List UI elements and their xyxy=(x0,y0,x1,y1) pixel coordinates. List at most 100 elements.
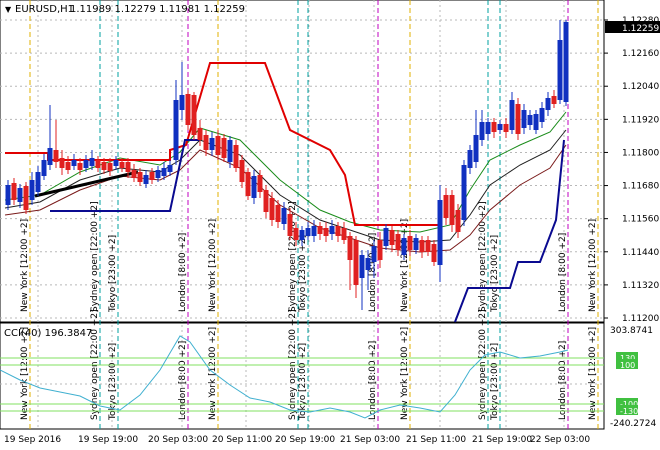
session-label: New York [12:00 +2] xyxy=(20,327,30,420)
bull-candle-body xyxy=(479,122,485,140)
bear-candle-body xyxy=(137,172,143,182)
bull-candle-body xyxy=(179,95,185,110)
bull-candle-body xyxy=(71,160,77,166)
bull-candle-body xyxy=(413,238,419,250)
price-tick-label: 1.11200 xyxy=(622,314,659,324)
bull-candle-body xyxy=(485,122,491,134)
bull-candle-body xyxy=(143,175,149,184)
bear-candle-body xyxy=(419,240,425,252)
cci-min-label: -240.2724 xyxy=(610,419,656,429)
bull-candle-body xyxy=(461,165,467,220)
price-tick-label: 1.11920 xyxy=(622,115,659,125)
bear-candle-body xyxy=(11,183,17,200)
price-tick-label: 1.11680 xyxy=(622,182,659,192)
bull-candle-body xyxy=(533,114,539,130)
bear-candle-body xyxy=(233,145,239,168)
session-label: Tokyo [23:00 +2] xyxy=(108,343,118,421)
cci-level-label: 130 xyxy=(620,354,635,363)
price-tick-label: 1.12160 xyxy=(622,49,659,59)
time-tick-label: 19 Sep 19:00 xyxy=(78,435,138,445)
blue-step-line-1 xyxy=(50,139,200,212)
bull-candle-body xyxy=(29,180,35,200)
blue-step-line-2 xyxy=(454,139,565,323)
price-tick-label: 1.11320 xyxy=(622,281,659,291)
bull-candle-body xyxy=(527,115,533,125)
bull-candle-body xyxy=(17,188,23,202)
ma-green-line xyxy=(4,111,567,233)
bear-candle-body xyxy=(425,240,431,252)
session-label: New York [12:00 +2] xyxy=(208,219,218,312)
session-label: Sydney open [22:00 +2] xyxy=(90,201,100,312)
cci-level-label: 100 xyxy=(620,361,635,370)
bear-candle-body xyxy=(149,172,155,180)
bear-candle-body xyxy=(119,162,125,168)
bear-candle-body xyxy=(341,228,347,240)
bull-candle-body xyxy=(473,135,479,162)
session-label: Tokyo [23:00 +2] xyxy=(298,235,308,313)
ohlc-readout: 1.11989 1.12279 1.11981 1.12259 xyxy=(70,4,245,15)
bear-candle-body xyxy=(347,236,353,260)
bear-candle-body xyxy=(443,195,449,218)
bear-candle-body xyxy=(125,162,131,172)
bear-candle-body xyxy=(293,228,299,240)
session-label: New York [12:00 +2] xyxy=(20,219,30,312)
bull-candle-body xyxy=(365,258,371,270)
bull-candle-body xyxy=(299,230,305,240)
session-label: New York [12:00 +2] xyxy=(400,219,410,312)
bear-candle-body xyxy=(101,162,107,170)
bull-candle-body xyxy=(161,168,167,176)
price-tick-label: 1.11800 xyxy=(622,148,659,158)
bull-candle-body xyxy=(539,108,545,122)
bull-candle-body xyxy=(113,160,119,166)
bear-candle-body xyxy=(221,138,227,158)
bull-candle-body xyxy=(521,110,527,128)
bear-candle-body xyxy=(395,234,401,250)
bear-candle-body xyxy=(197,128,203,140)
session-label: Tokyo [23:00 +2] xyxy=(108,235,118,313)
time-tick-label: 19 Sep 2016 xyxy=(4,435,61,445)
bull-candle-body xyxy=(401,238,407,255)
bear-candle-body xyxy=(215,136,221,155)
bear-candle-body xyxy=(317,226,323,234)
session-label: London [8:00 +2] xyxy=(558,233,568,312)
bear-candle-body xyxy=(503,124,509,132)
time-tick-label: 21 Sep 19:00 xyxy=(472,435,532,445)
bear-candle-body xyxy=(275,205,281,222)
session-label: Sydney open [22:00 +2] xyxy=(478,201,488,312)
session-label: New York [12:00 +2] xyxy=(208,327,218,420)
current-price-label: 1.12259 xyxy=(622,24,659,34)
bear-candle-body xyxy=(77,163,83,170)
session-label: London [8:00 +2] xyxy=(368,233,378,312)
price-tick-label: 1.12040 xyxy=(622,82,659,92)
bear-candle-body xyxy=(377,240,383,260)
bull-candle-body xyxy=(83,160,89,168)
time-tick-label: 21 Sep 11:00 xyxy=(406,435,466,445)
bear-candle-body xyxy=(59,158,65,168)
bull-candle-body xyxy=(371,246,377,262)
bear-candle-body xyxy=(131,170,137,178)
bull-candle-body xyxy=(251,176,257,198)
session-label: New York [12:00 +2] xyxy=(400,327,410,420)
bear-candle-body xyxy=(185,94,191,125)
bull-candle-body xyxy=(359,255,365,278)
session-label: London [8:00 +2] xyxy=(368,341,378,420)
bear-candle-body xyxy=(353,240,359,285)
bull-candle-body xyxy=(557,40,563,100)
session-label: London [8:00 +2] xyxy=(178,233,188,312)
bull-candle-body xyxy=(41,160,47,176)
session-label: London [8:00 +2] xyxy=(178,341,188,420)
bear-candle-body xyxy=(515,104,521,134)
bull-candle-body xyxy=(497,124,503,130)
session-label: Tokyo [23:00 +2] xyxy=(298,343,308,421)
session-label: London [8:00 +2] xyxy=(558,341,568,420)
bull-candle-body xyxy=(467,150,473,168)
bull-candle-body xyxy=(311,226,317,236)
cci-level-label: -100 xyxy=(620,400,638,409)
bear-candle-body xyxy=(239,160,245,182)
session-label: Sydney open [22:00 +2] xyxy=(288,201,298,312)
bear-candle-body xyxy=(245,172,251,196)
bear-candle-body xyxy=(287,214,293,236)
bull-candle-body xyxy=(47,148,53,165)
chart-dropdown-icon[interactable]: ▼ xyxy=(5,5,12,14)
